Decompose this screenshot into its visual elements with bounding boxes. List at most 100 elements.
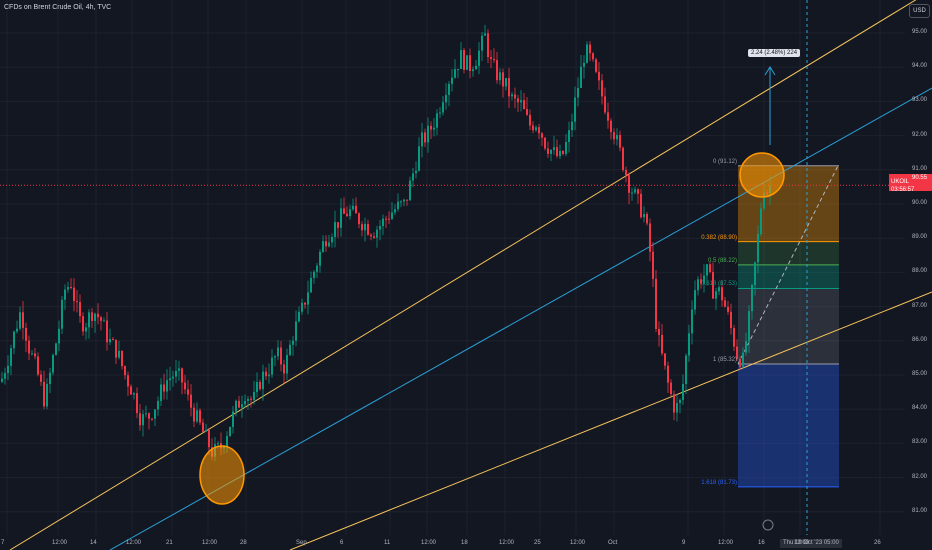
fib-trend-line bbox=[737, 165, 839, 365]
y-tick-label: 91.00 bbox=[912, 165, 928, 172]
candle-body bbox=[436, 113, 438, 128]
middle-trend-line bbox=[109, 87, 932, 550]
candle-body bbox=[739, 359, 741, 367]
candle-body bbox=[172, 376, 174, 379]
candle-body bbox=[286, 355, 288, 374]
candle-body bbox=[226, 436, 228, 447]
candle-body bbox=[595, 59, 597, 72]
candle-body bbox=[181, 368, 183, 383]
candle-body bbox=[325, 241, 327, 247]
candle-body bbox=[382, 218, 384, 227]
candle-body bbox=[355, 205, 357, 214]
fib-level-label: 0 (91.12) bbox=[712, 158, 737, 165]
candle-body bbox=[640, 193, 642, 218]
last-price-badge: UKOIL 90.55 03:56:57 bbox=[889, 174, 932, 193]
candle-body bbox=[289, 344, 291, 356]
candle-body bbox=[190, 394, 192, 408]
candle-body bbox=[103, 320, 105, 322]
candle-body bbox=[64, 289, 66, 300]
candle-body bbox=[625, 170, 627, 176]
candle-body bbox=[490, 57, 492, 59]
candle-body bbox=[388, 218, 390, 220]
candle-body bbox=[358, 213, 360, 225]
candle-body bbox=[430, 125, 432, 130]
x-tick-label: 12:00 bbox=[202, 540, 218, 546]
candle-body bbox=[679, 399, 681, 403]
y-tick-label: 92.00 bbox=[912, 131, 928, 138]
candle-body bbox=[46, 384, 48, 407]
candle-body bbox=[568, 130, 570, 143]
candle-body bbox=[10, 348, 12, 366]
candle-body bbox=[724, 300, 726, 307]
candle-body bbox=[718, 287, 720, 292]
candle-body bbox=[727, 306, 729, 312]
candle-body bbox=[367, 223, 369, 235]
candle-body bbox=[328, 242, 330, 247]
candle-body bbox=[262, 371, 264, 390]
candle-body bbox=[700, 279, 702, 284]
currency-button[interactable]: USD bbox=[909, 4, 930, 18]
candle-body bbox=[352, 205, 354, 210]
candle-body bbox=[397, 201, 399, 210]
candle-body bbox=[424, 132, 426, 143]
candle-body bbox=[655, 278, 657, 329]
candle-body bbox=[712, 272, 714, 299]
candle-body bbox=[406, 199, 408, 201]
candle-body bbox=[409, 180, 411, 201]
candle-body bbox=[142, 414, 144, 426]
candle-body bbox=[649, 223, 651, 252]
candle-body bbox=[682, 384, 684, 400]
candle-body bbox=[706, 264, 708, 276]
crosshair-time-label: Thu 19 Oct '23 05:00 bbox=[780, 539, 842, 548]
candle-body bbox=[403, 199, 405, 202]
candle-body bbox=[763, 192, 765, 209]
candle-body bbox=[550, 149, 552, 154]
x-tick-label: Oct bbox=[608, 540, 618, 546]
candle-body bbox=[523, 100, 525, 110]
candle-body bbox=[391, 212, 393, 219]
candle-body bbox=[751, 285, 753, 312]
candle-body bbox=[187, 389, 189, 395]
fib-level-label: 1.618 (81.73) bbox=[701, 479, 737, 486]
candle-body bbox=[535, 127, 537, 131]
candle-body bbox=[412, 173, 414, 181]
candle-body bbox=[676, 402, 678, 413]
candle-body bbox=[730, 311, 732, 329]
candle-body bbox=[466, 55, 468, 70]
candle-body bbox=[4, 372, 6, 379]
candle-body bbox=[652, 251, 654, 279]
candle-body bbox=[667, 365, 669, 383]
candle-body bbox=[511, 94, 513, 97]
y-tick-label: 81.00 bbox=[912, 507, 928, 514]
x-tick-label: 25 bbox=[534, 540, 541, 546]
candle-body bbox=[634, 189, 636, 193]
candle-body bbox=[484, 33, 486, 36]
candle-body bbox=[619, 134, 621, 148]
candle-body bbox=[451, 77, 453, 84]
candle-body bbox=[205, 430, 207, 432]
candle-body bbox=[709, 264, 711, 273]
candle-body bbox=[169, 378, 171, 381]
candle-body bbox=[16, 328, 18, 332]
candle-body bbox=[166, 380, 168, 392]
candle-body bbox=[217, 443, 219, 445]
y-tick-label: 95.00 bbox=[912, 29, 928, 35]
candle-body bbox=[592, 53, 594, 60]
x-tick-label: 12:00 bbox=[499, 540, 515, 546]
candle-body bbox=[235, 400, 237, 412]
candle-body bbox=[115, 339, 117, 358]
candle-body bbox=[517, 98, 519, 103]
lower-channel-line bbox=[289, 291, 932, 550]
candle-body bbox=[55, 343, 57, 356]
candle-body bbox=[91, 312, 93, 322]
y-tick-label: 82.00 bbox=[912, 473, 928, 480]
candle-body bbox=[58, 328, 60, 344]
x-tick-label: 21 bbox=[166, 540, 173, 546]
candle-body bbox=[478, 50, 480, 66]
candle-body bbox=[271, 357, 273, 375]
candle-body bbox=[532, 125, 534, 131]
highlight-circle-low bbox=[199, 445, 245, 505]
candle-body bbox=[415, 170, 417, 174]
candle-body bbox=[658, 328, 660, 335]
